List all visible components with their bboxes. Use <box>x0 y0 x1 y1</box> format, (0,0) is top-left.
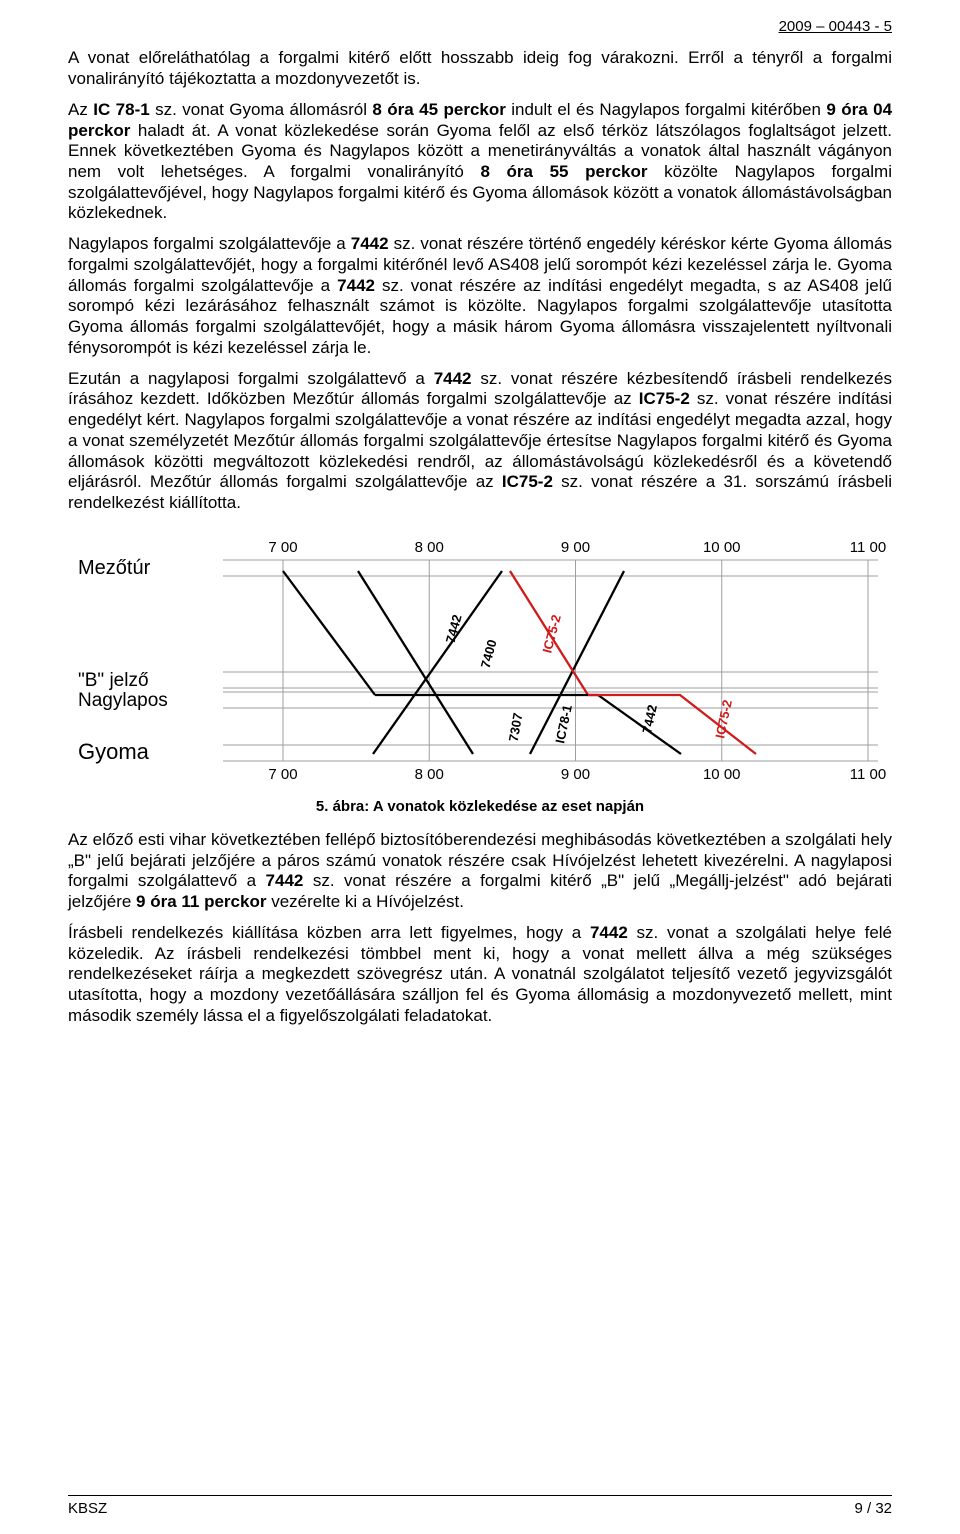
svg-text:Nagylapos: Nagylapos <box>78 690 168 711</box>
footer-right: 9 / 32 <box>854 1500 892 1518</box>
para-1: A vonat előreláthatólag a forgalmi kitér… <box>68 48 892 89</box>
train-diagram-figure: Mezőtúr "B" jelzőNagylapos Gyoma 7 00 7 00 8 … <box>68 530 892 790</box>
svg-text:8 00: 8 00 <box>415 766 444 783</box>
para-4: Ezután a nagylaposi forgalmi szolgálatte… <box>68 369 892 514</box>
svg-text:7442: 7442 <box>443 613 465 645</box>
svg-text:9 00: 9 00 <box>561 539 590 556</box>
page: 2009 – 00443 - 5 A vonat előreláthatólag… <box>0 0 960 1534</box>
figure-caption: 5. ábra: A vonatok közlekedése az eset n… <box>68 798 892 816</box>
para-2: Az IC 78-1 sz. vonat Gyoma állomásról 8 … <box>68 100 892 224</box>
footer: KBSZ 9 / 32 <box>68 1495 892 1518</box>
para-3: Nagylapos forgalmi szolgálattevője a 744… <box>68 234 892 358</box>
para-6: Írásbeli rendelkezés kiállítása közben a… <box>68 923 892 1027</box>
svg-text:7 00: 7 00 <box>268 539 297 556</box>
para-5: Az előző esti vihar következtében fellép… <box>68 830 892 913</box>
svg-text:11 00: 11 00 <box>850 539 886 556</box>
svg-text:11 00: 11 00 <box>850 766 886 783</box>
svg-text:Gyoma: Gyoma <box>78 739 150 764</box>
svg-text:10 00: 10 00 <box>703 766 741 783</box>
train-graph: Mezőtúr "B" jelzőNagylapos Gyoma 7 00 7 00 8 … <box>68 530 888 790</box>
svg-text:Mezőtúr: Mezőtúr <box>78 557 151 579</box>
svg-text:10 00: 10 00 <box>703 539 741 556</box>
footer-left: KBSZ <box>68 1500 107 1518</box>
svg-text:IC78-1: IC78-1 <box>552 703 575 744</box>
svg-text:IC75-2: IC75-2 <box>539 613 564 655</box>
svg-text:IC75-2: IC75-2 <box>712 698 735 739</box>
body-text: A vonat előreláthatólag a forgalmi kitér… <box>68 48 892 513</box>
svg-text:7307: 7307 <box>506 711 526 742</box>
svg-text:7400: 7400 <box>478 638 500 670</box>
svg-text:"B" jelző: "B" jelző <box>78 670 149 691</box>
svg-text:9 00: 9 00 <box>561 766 590 783</box>
body-text-after: Az előző esti vihar következtében fellép… <box>68 830 892 1027</box>
svg-text:7 00: 7 00 <box>268 766 297 783</box>
doc-ref: 2009 – 00443 - 5 <box>68 18 892 36</box>
svg-text:8 00: 8 00 <box>415 539 444 556</box>
